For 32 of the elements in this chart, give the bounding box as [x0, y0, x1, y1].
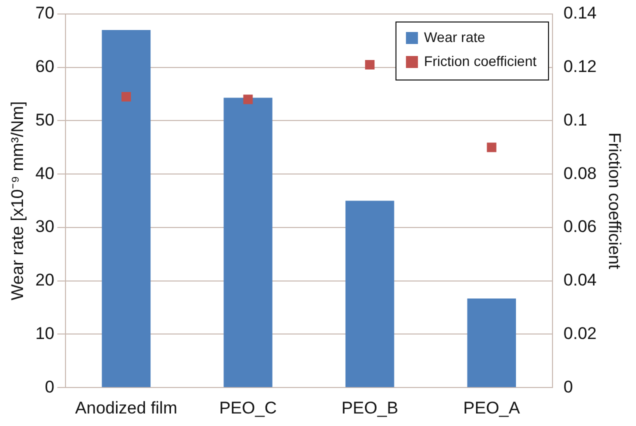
y-tick-label: 0: [44, 377, 54, 396]
point: [243, 94, 253, 104]
bar: [467, 298, 516, 388]
y2-tick-label: 0.02: [564, 324, 597, 343]
x-tick-label: PEO_C: [219, 398, 277, 418]
y2-tick-label: 0.14: [564, 4, 597, 23]
y2-tick-label: 0.08: [564, 164, 597, 183]
x-tick-label: Anodized film: [75, 398, 178, 418]
y2-tick-label: 0.04: [564, 270, 597, 290]
y2-tick-label: 0.12: [564, 57, 597, 76]
y-tick-label: 70: [35, 4, 54, 23]
y2-tick-label: 0.06: [564, 217, 597, 236]
y-tick-label: 30: [35, 217, 54, 236]
y-tick-label: 50: [35, 110, 54, 130]
y-tick-label: 20: [35, 270, 54, 290]
legend-label: Friction coefficient: [424, 52, 537, 69]
bar: [345, 200, 394, 388]
y2-tick-label: 0: [564, 377, 573, 396]
bar: [102, 30, 151, 388]
legend-label: Wear rate: [424, 28, 486, 45]
y-tick-label: 40: [35, 164, 54, 183]
y2-tick-label: 0.1: [564, 110, 588, 130]
point: [121, 92, 131, 102]
y2-axis-title: Friction coefficient: [605, 132, 624, 270]
bar: [224, 98, 272, 388]
x-tick-label: PEO_B: [341, 398, 398, 418]
point: [365, 60, 375, 70]
y-tick-label: 60: [35, 57, 54, 76]
x-tick-label: PEO_A: [463, 398, 521, 418]
y-axis-title: Wear rate [x10⁻⁹ mm³/Nm]: [8, 101, 27, 300]
point: [486, 142, 496, 152]
y-tick-label: 10: [35, 324, 54, 343]
